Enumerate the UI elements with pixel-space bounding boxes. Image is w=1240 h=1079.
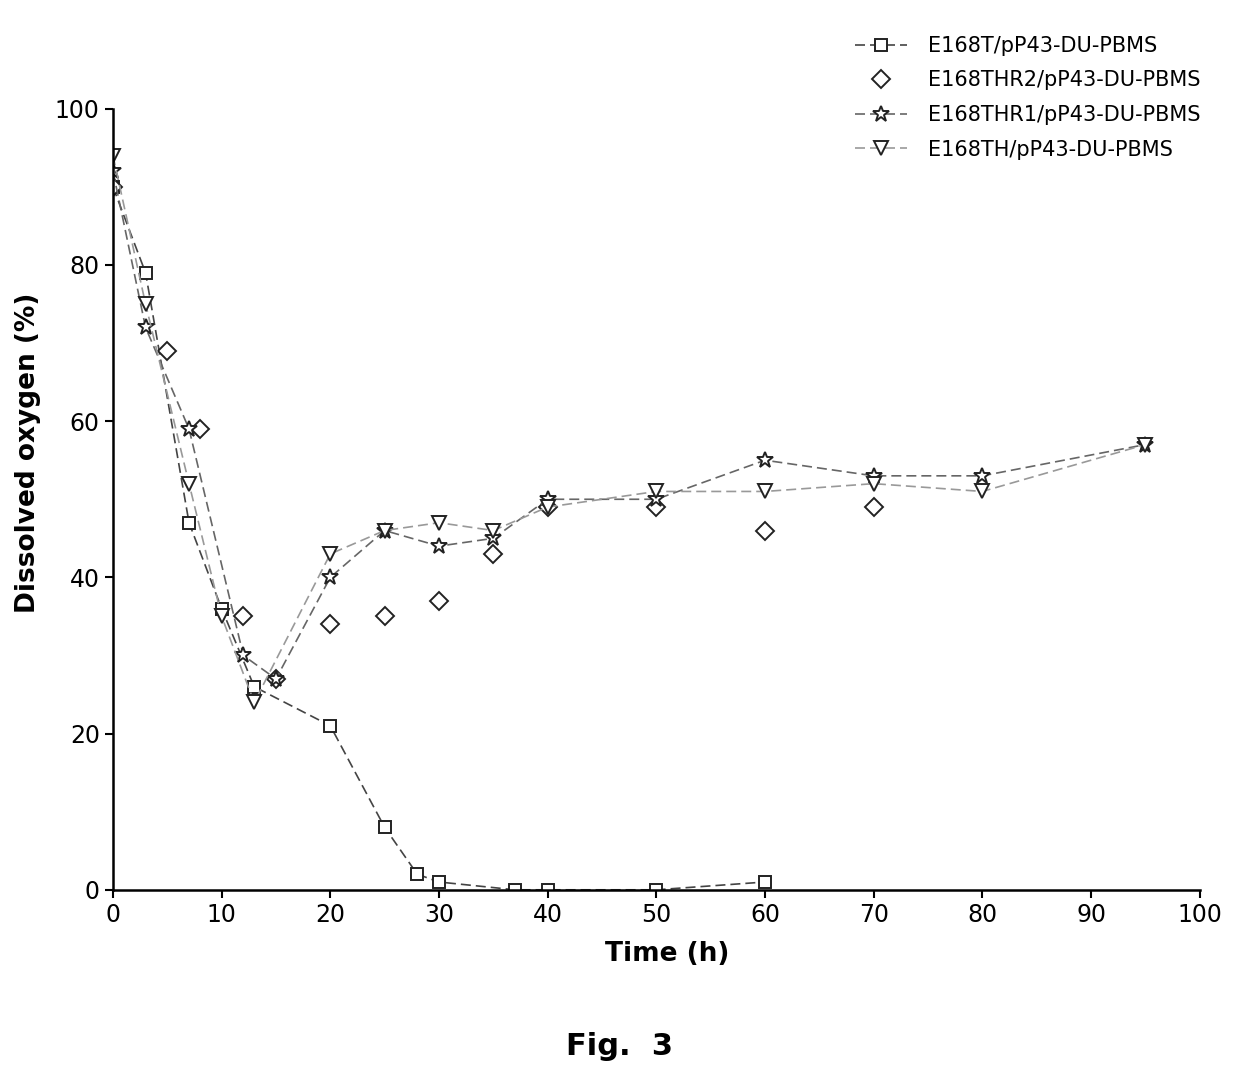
E168THR2/pP43-DU-PBMS	[269, 672, 284, 685]
E168THR1/pP43-DU-PBMS	[377, 524, 392, 537]
E168THR2/pP43-DU-PBMS	[486, 547, 501, 560]
E168T/pP43-DU-PBMS	[322, 720, 337, 733]
E168THR1/pP43-DU-PBMS	[758, 454, 773, 467]
E168T/pP43-DU-PBMS	[432, 875, 446, 888]
E168T/pP43-DU-PBMS	[409, 868, 424, 880]
Line: E168TH/pP43-DU-PBMS: E168TH/pP43-DU-PBMS	[105, 149, 1152, 709]
E168T/pP43-DU-PBMS	[181, 516, 196, 529]
E168THR1/pP43-DU-PBMS	[105, 165, 120, 178]
E168TH/pP43-DU-PBMS	[215, 610, 229, 623]
Line: E168T/pP43-DU-PBMS: E168T/pP43-DU-PBMS	[108, 181, 770, 896]
E168T/pP43-DU-PBMS	[758, 875, 773, 888]
E168T/pP43-DU-PBMS	[105, 180, 120, 193]
E168TH/pP43-DU-PBMS	[181, 477, 196, 490]
E168THR1/pP43-DU-PBMS	[867, 469, 882, 482]
E168T/pP43-DU-PBMS	[247, 680, 262, 693]
E168THR2/pP43-DU-PBMS	[867, 501, 882, 514]
E168T/pP43-DU-PBMS	[138, 267, 153, 279]
E168THR1/pP43-DU-PBMS	[138, 320, 153, 333]
Legend: E168T/pP43-DU-PBMS, E168THR2/pP43-DU-PBMS, E168THR1/pP43-DU-PBMS, E168TH/pP43-DU: E168T/pP43-DU-PBMS, E168THR2/pP43-DU-PBM…	[844, 26, 1211, 170]
E168THR2/pP43-DU-PBMS	[541, 501, 556, 514]
E168THR1/pP43-DU-PBMS	[1138, 438, 1153, 451]
E168T/pP43-DU-PBMS	[507, 884, 522, 897]
E168THR1/pP43-DU-PBMS	[322, 571, 337, 584]
E168THR2/pP43-DU-PBMS	[105, 180, 120, 193]
X-axis label: Time (h): Time (h)	[605, 941, 729, 967]
E168TH/pP43-DU-PBMS	[867, 477, 882, 490]
E168TH/pP43-DU-PBMS	[1138, 438, 1153, 451]
E168THR1/pP43-DU-PBMS	[236, 648, 250, 661]
E168TH/pP43-DU-PBMS	[541, 501, 556, 514]
E168TH/pP43-DU-PBMS	[377, 524, 392, 537]
E168TH/pP43-DU-PBMS	[138, 298, 153, 311]
E168THR2/pP43-DU-PBMS	[236, 610, 250, 623]
E168THR2/pP43-DU-PBMS	[758, 524, 773, 537]
E168T/pP43-DU-PBMS	[649, 884, 663, 897]
E168THR1/pP43-DU-PBMS	[486, 532, 501, 545]
E168THR1/pP43-DU-PBMS	[541, 493, 556, 506]
E168THR2/pP43-DU-PBMS	[377, 610, 392, 623]
E168TH/pP43-DU-PBMS	[975, 484, 990, 497]
E168TH/pP43-DU-PBMS	[247, 696, 262, 709]
E168THR1/pP43-DU-PBMS	[181, 423, 196, 436]
E168THR2/pP43-DU-PBMS	[192, 423, 207, 436]
E168THR1/pP43-DU-PBMS	[432, 540, 446, 552]
E168TH/pP43-DU-PBMS	[322, 547, 337, 560]
E168T/pP43-DU-PBMS	[541, 884, 556, 897]
E168THR1/pP43-DU-PBMS	[975, 469, 990, 482]
Line: E168THR1/pP43-DU-PBMS: E168THR1/pP43-DU-PBMS	[104, 163, 1153, 687]
Y-axis label: Dissolved oxygen (%): Dissolved oxygen (%)	[15, 292, 41, 613]
E168THR2/pP43-DU-PBMS	[322, 618, 337, 631]
Text: Fig.  3: Fig. 3	[567, 1033, 673, 1061]
E168THR1/pP43-DU-PBMS	[269, 672, 284, 685]
E168THR2/pP43-DU-PBMS	[649, 501, 663, 514]
E168TH/pP43-DU-PBMS	[758, 484, 773, 497]
E168T/pP43-DU-PBMS	[377, 821, 392, 834]
E168TH/pP43-DU-PBMS	[649, 484, 663, 497]
E168TH/pP43-DU-PBMS	[105, 149, 120, 162]
E168THR2/pP43-DU-PBMS	[160, 344, 175, 357]
E168THR2/pP43-DU-PBMS	[432, 595, 446, 607]
Line: E168THR2/pP43-DU-PBMS: E168THR2/pP43-DU-PBMS	[107, 180, 880, 685]
E168THR1/pP43-DU-PBMS	[649, 493, 663, 506]
E168T/pP43-DU-PBMS	[215, 602, 229, 615]
E168TH/pP43-DU-PBMS	[432, 516, 446, 529]
E168TH/pP43-DU-PBMS	[486, 524, 501, 537]
